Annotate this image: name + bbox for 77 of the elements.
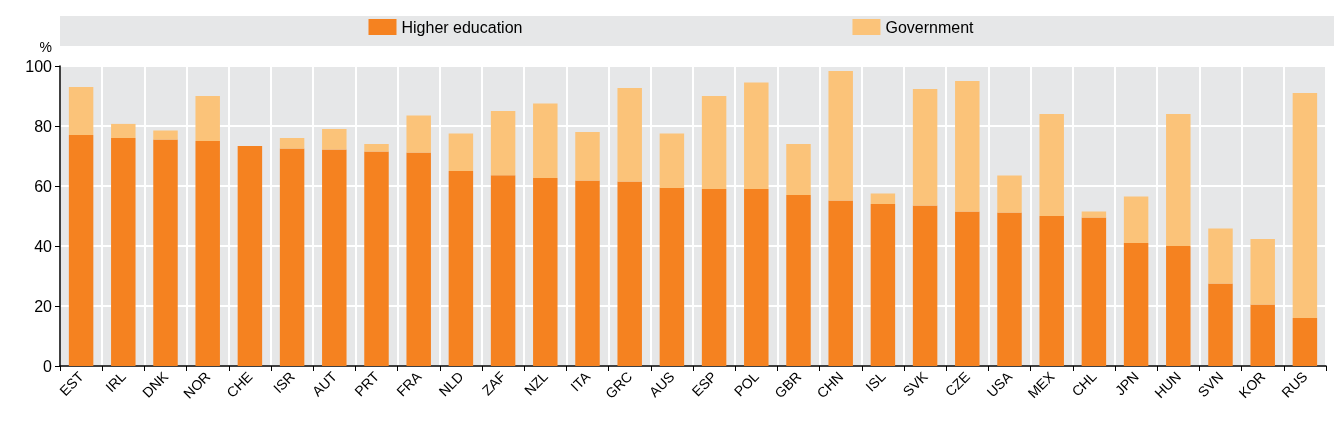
bar — [111, 123, 136, 138]
y-tick-label: 100 — [25, 57, 53, 75]
bar — [701, 96, 727, 189]
x-tick-label: USA — [983, 367, 1016, 400]
bar — [406, 152, 431, 366]
y-tick-label: 80 — [34, 117, 53, 135]
x-tick-label: ISL — [862, 368, 889, 395]
bar — [364, 144, 389, 152]
legend-label: Government — [885, 18, 975, 36]
bar — [533, 103, 558, 178]
bar — [701, 189, 727, 366]
bar — [68, 135, 94, 366]
bar — [406, 115, 431, 153]
bar — [617, 87, 642, 182]
bar — [1123, 196, 1149, 243]
bar — [786, 195, 811, 366]
bar — [1039, 114, 1064, 216]
bar — [448, 171, 474, 366]
bar — [195, 96, 220, 141]
y-tick-label: 40 — [34, 237, 53, 255]
bar — [1250, 239, 1275, 305]
bar — [659, 188, 685, 366]
x-tick-label: NZL — [520, 368, 552, 399]
bar — [1208, 283, 1233, 366]
y-axis-title: % — [39, 39, 52, 55]
bar — [828, 200, 853, 366]
x-tick-label: ISR — [269, 368, 298, 397]
bar — [1039, 216, 1064, 366]
x-tick-label: JPN — [1111, 368, 1142, 399]
bar — [1081, 211, 1107, 218]
bar — [912, 205, 938, 366]
bar — [575, 180, 600, 366]
x-tick-label: ITA — [567, 367, 594, 395]
bar — [1081, 217, 1107, 366]
y-tick-label: 20 — [34, 297, 53, 315]
bar — [997, 212, 1022, 366]
x-tick-label: IRL — [102, 368, 130, 396]
bar — [1208, 228, 1233, 284]
bar — [448, 133, 474, 171]
bar — [533, 177, 558, 366]
bar — [955, 211, 980, 366]
bar — [364, 151, 389, 366]
bar — [322, 149, 347, 366]
bar — [744, 82, 769, 189]
bar — [1292, 318, 1318, 366]
bar — [1292, 93, 1318, 318]
bar — [279, 148, 305, 366]
bar — [279, 138, 305, 149]
y-tick-label: 0 — [43, 357, 53, 375]
bar — [912, 89, 938, 206]
bar — [617, 181, 642, 366]
x-tick-label: CHL — [1068, 368, 1100, 400]
bar — [1123, 243, 1149, 366]
bar — [786, 144, 811, 195]
bar — [955, 81, 980, 212]
bar — [870, 193, 896, 204]
bar — [1250, 304, 1275, 366]
bar — [828, 71, 853, 201]
bar — [659, 133, 685, 189]
bar — [1166, 246, 1191, 366]
bar — [153, 130, 178, 140]
bar — [490, 175, 516, 366]
bar — [490, 111, 516, 176]
bar — [744, 189, 769, 366]
bar — [111, 138, 136, 366]
bar — [322, 129, 347, 150]
y-tick-label: 60 — [34, 177, 53, 195]
bar — [153, 139, 178, 366]
x-tick-label: POL — [730, 368, 763, 400]
bar — [68, 87, 94, 135]
bar — [575, 132, 600, 181]
bar — [195, 141, 220, 366]
legend-label: Higher education — [401, 18, 523, 36]
bar — [237, 146, 263, 366]
bar — [870, 204, 896, 366]
bar — [997, 175, 1022, 213]
bar — [1166, 114, 1191, 246]
